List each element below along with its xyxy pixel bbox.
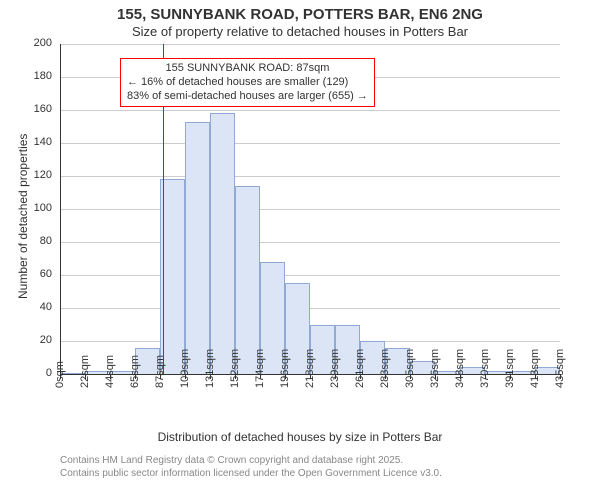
x-tick-mark <box>235 374 236 379</box>
y-tick-label: 20 <box>22 334 52 346</box>
x-tick-mark <box>335 374 336 379</box>
x-tick-mark <box>510 374 511 379</box>
x-tick-mark <box>385 374 386 379</box>
grid-line <box>60 308 560 309</box>
chart-subtitle: Size of property relative to detached ho… <box>0 24 600 39</box>
histogram-bar <box>185 122 210 374</box>
grid-line <box>60 242 560 243</box>
grid-line <box>60 176 560 177</box>
histogram-plot: 020406080100120140160180200155 SUNNYBANK… <box>60 44 560 374</box>
histogram-bar <box>210 113 235 374</box>
x-tick-mark <box>485 374 486 379</box>
y-tick-label: 40 <box>22 301 52 313</box>
y-tick-label: 200 <box>22 37 52 49</box>
y-axis-label: Number of detached properties <box>16 134 30 299</box>
x-tick-mark <box>185 374 186 379</box>
annotation-box: 155 SUNNYBANK ROAD: 87sqm← 16% of detach… <box>120 58 375 107</box>
x-tick-mark <box>285 374 286 379</box>
footer-line-1: Contains HM Land Registry data © Crown c… <box>60 454 442 467</box>
histogram-bar <box>160 179 185 374</box>
x-tick-mark <box>535 374 536 379</box>
x-tick-mark <box>360 374 361 379</box>
annotation-line: 155 SUNNYBANK ROAD: 87sqm <box>127 62 368 76</box>
x-tick-mark <box>435 374 436 379</box>
x-tick-mark <box>560 374 561 379</box>
footer-attribution: Contains HM Land Registry data © Crown c… <box>60 454 442 480</box>
x-tick-mark <box>310 374 311 379</box>
y-tick-label: 160 <box>22 103 52 115</box>
x-tick-mark <box>210 374 211 379</box>
x-tick-mark <box>110 374 111 379</box>
x-tick-mark <box>460 374 461 379</box>
grid-line <box>60 44 560 45</box>
x-axis-label: Distribution of detached houses by size … <box>0 430 600 444</box>
grid-line <box>60 143 560 144</box>
x-tick-mark <box>410 374 411 379</box>
chart-title: 155, SUNNYBANK ROAD, POTTERS BAR, EN6 2N… <box>0 6 600 23</box>
footer-line-2: Contains public sector information licen… <box>60 467 442 480</box>
annotation-line: ← 16% of detached houses are smaller (12… <box>127 76 368 90</box>
x-tick-mark <box>135 374 136 379</box>
x-tick-mark <box>60 374 61 379</box>
x-tick-mark <box>85 374 86 379</box>
grid-line <box>60 209 560 210</box>
grid-line <box>60 275 560 276</box>
y-tick-label: 180 <box>22 70 52 82</box>
grid-line <box>60 110 560 111</box>
y-tick-label: 0 <box>22 367 52 379</box>
x-tick-mark <box>160 374 161 379</box>
x-tick-mark <box>260 374 261 379</box>
annotation-line: 83% of semi-detached houses are larger (… <box>127 90 368 104</box>
y-axis-line <box>60 44 61 374</box>
histogram-bar <box>235 186 260 374</box>
